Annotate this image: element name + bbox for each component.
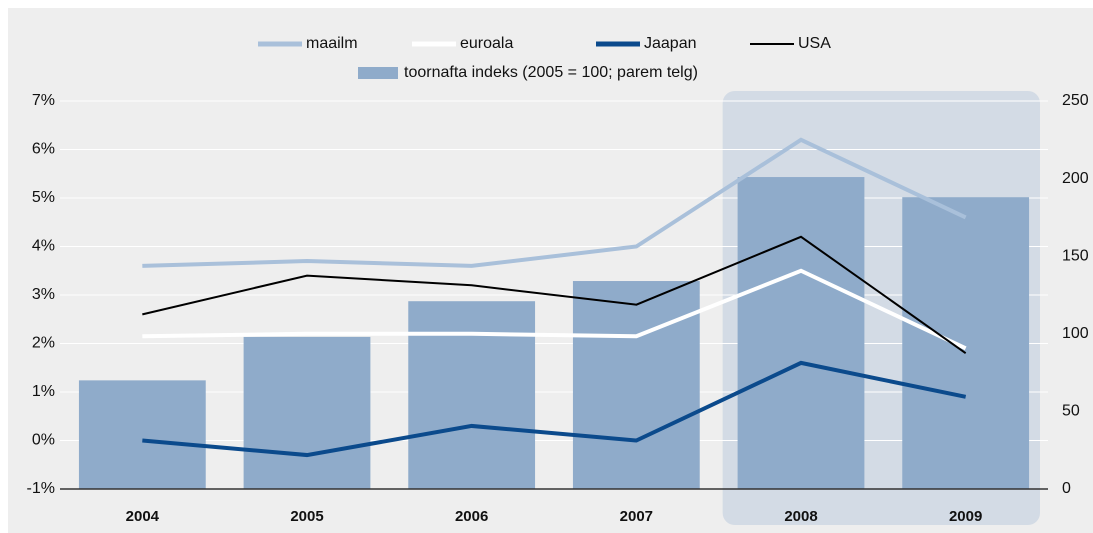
y-tick-label: 7% <box>32 92 55 109</box>
y-tick-label: 0% <box>32 432 55 449</box>
legend-label: Jaapan <box>644 35 697 52</box>
x-tick-label: 2004 <box>126 508 160 525</box>
y2-tick-label: 250 <box>1062 92 1089 109</box>
y-tick-label: 2% <box>32 335 55 352</box>
y-tick-label: -1% <box>27 480 55 497</box>
legend-label: toornafta indeks (2005 = 100; parem telg… <box>404 64 698 81</box>
legend-swatch <box>358 67 398 79</box>
x-tick-label: 2007 <box>620 508 653 525</box>
y2-tick-label: 150 <box>1062 247 1089 264</box>
x-tick-label: 2005 <box>290 508 323 525</box>
y2-tick-label: 0 <box>1062 480 1071 497</box>
bar <box>408 301 536 489</box>
bar <box>572 281 700 489</box>
bar <box>902 197 1030 489</box>
legend-label: maailm <box>306 35 358 52</box>
y-tick-label: 4% <box>32 238 55 255</box>
y2-tick-label: 100 <box>1062 325 1089 342</box>
y2-tick-label: 50 <box>1062 403 1080 420</box>
line-series <box>142 137 967 268</box>
y-tick-label: 6% <box>32 141 55 158</box>
x-tick-label: 2009 <box>949 508 982 525</box>
bar <box>737 177 865 489</box>
line-series <box>142 360 967 458</box>
bar <box>78 380 206 489</box>
bar <box>243 336 371 489</box>
y-tick-label: 1% <box>32 383 55 400</box>
legend-label: euroala <box>460 35 513 52</box>
y-tick-label: 3% <box>32 286 55 303</box>
legend-label: USA <box>798 35 831 52</box>
x-tick-label: 2006 <box>455 508 488 525</box>
x-tick-label: 2008 <box>784 508 817 525</box>
line-series <box>142 235 967 355</box>
y2-tick-label: 200 <box>1062 170 1089 187</box>
line-series <box>142 268 967 351</box>
y-tick-label: 5% <box>32 189 55 206</box>
